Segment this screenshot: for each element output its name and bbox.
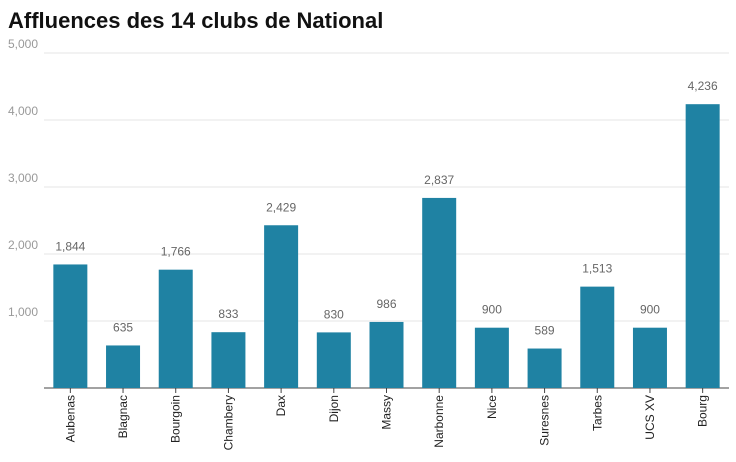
x-tick-label: Dijon [327, 395, 341, 422]
x-tick-label: Massy [380, 395, 394, 430]
bar [106, 345, 141, 388]
x-tick-label: Dax [274, 395, 288, 416]
x-tick-label: Bourgoin [169, 395, 183, 443]
bar [158, 269, 193, 388]
x-tick-label: Nice [485, 395, 499, 419]
data-label: 1,766 [161, 245, 191, 259]
x-tick-label: UCS XV [643, 395, 657, 440]
x-tick-label: Bourg [696, 395, 710, 427]
y-tick-label: 3,000 [8, 171, 38, 185]
y-tick-label: 2,000 [8, 238, 38, 252]
bar [685, 104, 720, 389]
bar [580, 286, 615, 388]
x-tick-label: Suresnes [538, 395, 552, 446]
y-tick-label: 4,000 [8, 104, 38, 118]
data-label: 1,513 [582, 262, 612, 276]
data-label: 900 [482, 303, 502, 317]
data-label: 2,837 [424, 173, 454, 187]
data-label: 830 [324, 307, 344, 321]
bar [369, 321, 404, 388]
data-label: 2,429 [266, 200, 296, 214]
data-label: 1,844 [55, 239, 85, 253]
x-tick-label: Chambery [221, 395, 235, 450]
bar [53, 264, 88, 388]
bar [527, 348, 562, 388]
data-label: 4,236 [688, 79, 718, 93]
x-tick-label: Blagnac [116, 395, 130, 438]
chart-title: Affluences des 14 clubs de National [8, 8, 384, 33]
data-label: 900 [640, 303, 660, 317]
bar [474, 327, 509, 388]
data-label: 833 [218, 307, 238, 321]
bar [211, 332, 246, 388]
data-label: 589 [535, 324, 555, 338]
bar [632, 327, 667, 388]
x-tick-label: Aubenas [63, 395, 77, 442]
data-label: 986 [376, 297, 396, 311]
y-tick-label: 1,000 [8, 305, 38, 319]
bar [264, 225, 299, 388]
data-label: 635 [113, 320, 133, 334]
x-tick-label: Narbonne [432, 395, 446, 448]
bar [422, 197, 457, 388]
bar [316, 332, 351, 388]
x-tick-label: Tarbes [590, 395, 604, 431]
y-tick-label: 5,000 [8, 37, 38, 51]
